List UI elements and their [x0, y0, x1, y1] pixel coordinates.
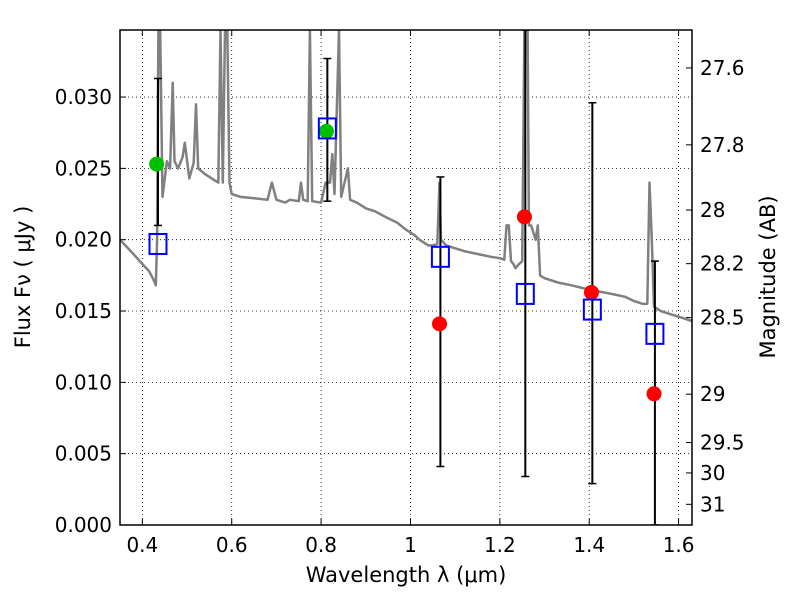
filled-circle-point: [583, 284, 599, 300]
filled-circle-point: [646, 386, 662, 402]
open-square-point: [317, 117, 337, 140]
y-tick-label: 0.005: [55, 442, 112, 466]
y2-tick-label: 27.8: [700, 133, 745, 157]
y-tick-label: 0.010: [55, 370, 112, 394]
plot-frame: [119, 29, 693, 526]
y2-tick-label: 28.2: [700, 252, 745, 276]
y2-tick-label: 27.6: [700, 56, 745, 80]
y-tick-label: 0.025: [55, 156, 112, 180]
x-tick-label: 0.4: [126, 533, 158, 557]
y2-tick-label: 31: [700, 492, 725, 516]
y2-tick-label: 29: [700, 382, 725, 406]
x-tick-label: 1.4: [573, 533, 605, 557]
x-tick-label: 1: [404, 533, 417, 557]
spectrum: [120, 30, 692, 323]
filled-circle-point: [516, 209, 532, 225]
filled-circle-point: [149, 156, 165, 172]
x-tick-label: 1.6: [663, 533, 695, 557]
open-square-point: [515, 282, 535, 305]
y-tick-label: 0.020: [55, 228, 112, 252]
open-square-point: [148, 232, 168, 255]
y-tick-label: 0.015: [55, 299, 112, 323]
y2-tick-label: 28.5: [700, 306, 745, 330]
spectrum-line: [120, 30, 692, 323]
open-square-point: [645, 322, 665, 345]
grid: [120, 30, 692, 525]
y-axis-title: Flux Fν ( μJy ): [11, 206, 35, 349]
y-tick-label: 0.030: [55, 85, 112, 109]
y2-tick-label: 30: [700, 461, 725, 485]
open-square-point: [582, 298, 602, 321]
open-square-point: [430, 245, 450, 268]
plot-background: [120, 30, 692, 525]
data-points: [148, 117, 665, 402]
x-axis-title: Wavelength λ (μm): [306, 563, 507, 587]
y-tick-label: 0.000: [55, 513, 112, 537]
y2-tick-label: 29.5: [700, 431, 745, 455]
y2-tick-label: 28: [700, 198, 725, 222]
x-tick-label: 1.2: [484, 533, 516, 557]
y2-axis-title: Magnitude (AB): [756, 195, 780, 358]
filled-circle-point: [318, 123, 334, 139]
x-tick-label: 0.6: [216, 533, 248, 557]
filled-circle-point: [432, 316, 448, 332]
ticks: 0.4 0.6 0.8 1 1.2 1.4 1.6 0.000 0.005 0.010 0.015 0…: [55, 30, 745, 557]
x-tick-label: 0.8: [305, 533, 337, 557]
